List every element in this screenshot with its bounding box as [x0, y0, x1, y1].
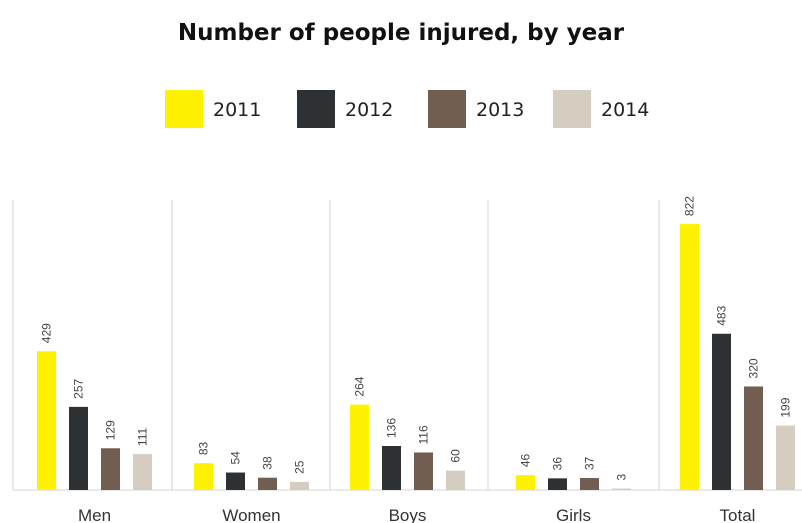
value-label-men-2012: 257 [72, 379, 86, 399]
category-label-boys: Boys [389, 506, 427, 523]
bar-girls-2011 [516, 475, 535, 490]
value-label-women-2014: 25 [293, 460, 307, 474]
bar-total-2014 [776, 425, 795, 490]
bar-boys-2011 [350, 404, 369, 490]
value-label-women-2013: 38 [261, 456, 275, 470]
legend-label-2012: 2012 [345, 99, 393, 121]
value-label-total-2014: 199 [779, 397, 793, 417]
legend: 2011 2012 2013 2014 [165, 90, 649, 128]
value-label-boys-2011: 264 [353, 376, 367, 396]
value-label-girls-2014: 3 [615, 474, 629, 481]
category-labels: Men Women Boys Girls Total [78, 506, 756, 523]
bar-boys-2013 [414, 452, 433, 490]
value-label-girls-2011: 46 [519, 453, 533, 467]
bar-men-2013 [101, 448, 120, 490]
value-label-total-2012: 483 [715, 305, 729, 325]
bar-women-2013 [258, 477, 277, 490]
bar-total-2013 [744, 386, 763, 490]
chart-title: Number of people injured, by year [178, 20, 625, 46]
value-labels: 429 257 129 111 83 54 38 25 264 136 116 60 46 36 37 3 82… [40, 196, 793, 481]
value-label-girls-2012: 36 [551, 457, 565, 471]
bar-total-2012 [712, 333, 731, 490]
legend-label-2014: 2014 [601, 99, 649, 121]
value-label-boys-2012: 136 [385, 418, 399, 438]
value-label-men-2011: 429 [40, 323, 54, 343]
value-label-women-2011: 83 [197, 441, 211, 455]
legend-swatch-2014 [553, 90, 591, 128]
legend-swatch-2012 [297, 90, 335, 128]
bar-girls-2012 [548, 478, 567, 490]
value-label-girls-2013: 37 [583, 456, 597, 470]
bars [37, 224, 795, 490]
category-label-women: Women [222, 506, 280, 523]
legend-swatch-2011 [165, 90, 203, 128]
bar-men-2011 [37, 351, 56, 490]
bar-total-2011 [680, 224, 699, 490]
value-label-men-2013: 129 [104, 420, 118, 440]
category-label-total: Total [720, 506, 756, 523]
category-label-girls: Girls [556, 506, 591, 523]
value-label-boys-2013: 116 [417, 425, 431, 444]
legend-label-2011: 2011 [213, 99, 261, 121]
bar-women-2014 [290, 481, 309, 490]
bar-girls-2013 [580, 478, 599, 490]
bar-girls-2014 [612, 488, 631, 490]
bar-women-2011 [194, 463, 213, 490]
value-label-women-2012: 54 [229, 451, 243, 465]
bar-men-2012 [69, 406, 88, 490]
legend-swatch-2013 [428, 90, 466, 128]
bar-boys-2014 [446, 470, 465, 490]
value-label-men-2014: 111 [136, 428, 150, 447]
value-label-total-2011: 822 [683, 196, 697, 216]
bar-boys-2012 [382, 446, 401, 490]
bar-women-2012 [226, 472, 245, 490]
value-label-total-2013: 320 [747, 358, 761, 378]
category-label-men: Men [78, 506, 111, 523]
bar-men-2014 [133, 454, 152, 490]
legend-label-2013: 2013 [476, 99, 524, 121]
value-label-boys-2014: 60 [449, 449, 463, 463]
